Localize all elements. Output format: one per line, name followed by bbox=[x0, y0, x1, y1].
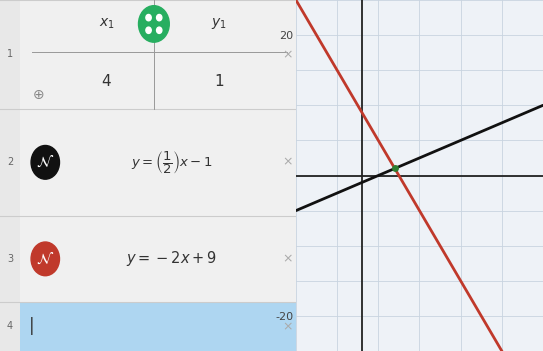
Text: $y = -2x + 9$: $y = -2x + 9$ bbox=[126, 249, 217, 269]
Text: |: | bbox=[29, 317, 35, 336]
Text: ×: × bbox=[282, 320, 292, 333]
Text: 2: 2 bbox=[7, 157, 13, 167]
Text: ×: × bbox=[282, 156, 292, 169]
Text: 3: 3 bbox=[7, 254, 13, 264]
Circle shape bbox=[156, 27, 162, 33]
Circle shape bbox=[156, 14, 162, 21]
Text: $y_1$: $y_1$ bbox=[211, 16, 227, 32]
Circle shape bbox=[31, 145, 60, 179]
Text: $\mathcal{N}$: $\mathcal{N}$ bbox=[36, 155, 54, 170]
Text: ×: × bbox=[282, 252, 292, 265]
Circle shape bbox=[31, 242, 60, 276]
Text: 4: 4 bbox=[7, 322, 13, 331]
Circle shape bbox=[146, 14, 151, 21]
FancyBboxPatch shape bbox=[0, 0, 20, 351]
Circle shape bbox=[138, 6, 169, 42]
Text: $y = \left(\dfrac{1}{2}\right)x - 1$: $y = \left(\dfrac{1}{2}\right)x - 1$ bbox=[131, 149, 212, 176]
Text: 1: 1 bbox=[7, 49, 13, 59]
Text: 1: 1 bbox=[214, 74, 224, 89]
Text: 4: 4 bbox=[102, 74, 111, 89]
FancyBboxPatch shape bbox=[0, 302, 296, 351]
Text: $\oplus$: $\oplus$ bbox=[32, 88, 45, 102]
Circle shape bbox=[146, 27, 151, 33]
Text: ×: × bbox=[282, 48, 292, 61]
Text: $x_1$: $x_1$ bbox=[99, 17, 115, 31]
Text: $\mathcal{N}$: $\mathcal{N}$ bbox=[36, 251, 54, 266]
